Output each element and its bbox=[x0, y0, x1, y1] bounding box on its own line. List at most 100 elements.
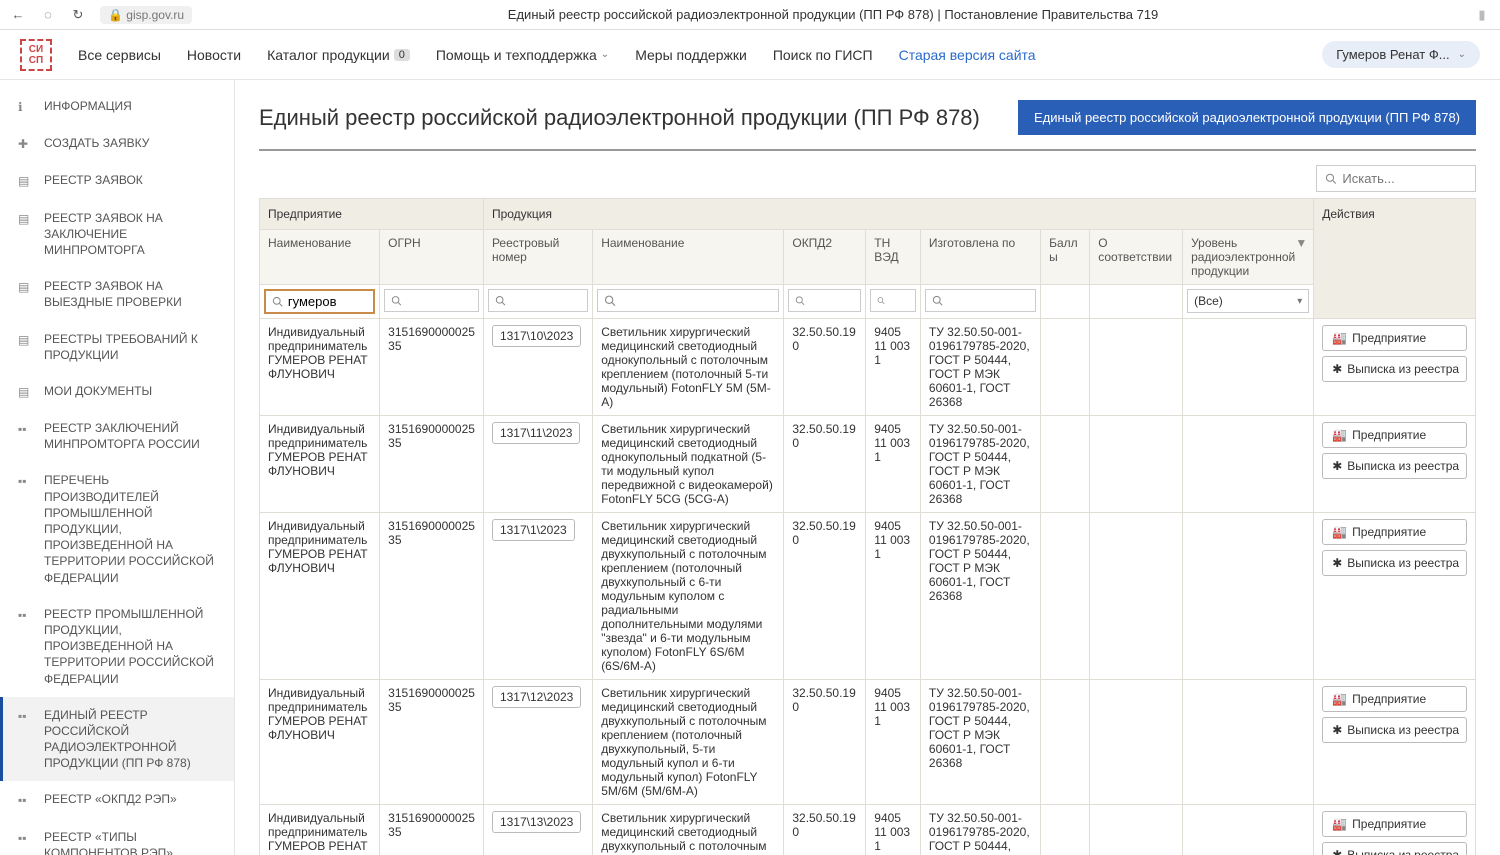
nav-old-version[interactable]: Старая версия сайта bbox=[899, 47, 1036, 63]
nav-help[interactable]: Помощь и техподдержка ⌄ bbox=[436, 47, 609, 63]
sidebar-item-2[interactable]: ▤РЕЕСТР ЗАЯВОК bbox=[0, 162, 234, 199]
sidebar-item-1[interactable]: ✚ СОЗДАТЬ ЗАЯВКУ bbox=[0, 125, 234, 162]
reg-badge[interactable]: 1317\13\2023 bbox=[492, 811, 581, 833]
cell-soot bbox=[1090, 805, 1183, 855]
cell-soot bbox=[1090, 680, 1183, 805]
col-regnum[interactable]: Реестровый номер bbox=[483, 230, 592, 285]
building-icon: 🏭 bbox=[1332, 331, 1347, 345]
nav-support[interactable]: Меры поддержки bbox=[635, 47, 747, 63]
extract-button[interactable]: ✱Выписка из реестра bbox=[1322, 356, 1467, 382]
global-search[interactable] bbox=[1316, 165, 1476, 192]
cell-tnved: 9405 11 003 1 bbox=[866, 416, 921, 513]
back-icon[interactable]: ← bbox=[10, 7, 26, 23]
reg-badge[interactable]: 1317\12\2023 bbox=[492, 686, 581, 708]
filter-tnved[interactable] bbox=[870, 289, 916, 312]
filter-ogrn[interactable] bbox=[384, 289, 479, 312]
extract-button[interactable]: ✱Выписка из реестра bbox=[1322, 717, 1467, 743]
sidebar: ℹИНФОРМАЦИЯ✚СОЗДАТЬ ЗАЯВКУ▤РЕЕСТР ЗАЯВОК… bbox=[0, 80, 235, 855]
sidebar-item-4[interactable]: ▤РЕЕСТР ЗАЯВОК НА ВЫЕЗДНЫЕ ПРОВЕРКИ bbox=[0, 268, 234, 320]
nav-catalog[interactable]: Каталог продукции 0 bbox=[267, 47, 410, 63]
filter-okpd[interactable] bbox=[788, 289, 861, 312]
enterprise-button[interactable]: 🏭Предприятие bbox=[1322, 811, 1467, 837]
table-row: Индивидуальный предприниматель ГУМЕРОВ Р… bbox=[260, 513, 1476, 680]
global-search-input[interactable] bbox=[1342, 171, 1467, 186]
sidebar-item-label: СОЗДАТЬ ЗАЯВКУ bbox=[44, 135, 149, 151]
reg-badge[interactable]: 1317\11\2023 bbox=[492, 422, 581, 444]
cell-ogrn: 315169000002535 bbox=[380, 319, 484, 416]
filter-prodname[interactable] bbox=[597, 289, 779, 312]
filter-prodname-input[interactable] bbox=[621, 293, 772, 308]
reg-badge[interactable]: 1317\1\2023 bbox=[492, 519, 575, 541]
enterprise-button[interactable]: 🏭Предприятие bbox=[1322, 519, 1467, 545]
sidebar-item-label: ПЕРЕЧЕНЬ ПРОИЗВОДИТЕЛЕЙ ПРОМЫШЛЕННОЙ ПРО… bbox=[44, 472, 216, 585]
sidebar-item-5[interactable]: ▤РЕЕСТРЫ ТРЕБОВАНИЙ К ПРОДУКЦИИ bbox=[0, 321, 234, 373]
sidebar-item-3[interactable]: ▤ РЕЕСТР ЗАЯВОК НА ЗАКЛЮЧЕНИЕ МИНПРОМТОРГ… bbox=[0, 200, 234, 269]
cell-actions: 🏭Предприятие ✱Выписка из реестра bbox=[1314, 319, 1476, 416]
enterprise-button[interactable]: 🏭Предприятие bbox=[1322, 686, 1467, 712]
cell-izg: ТУ 32.50.50-001-0196179785-2020, ГОСТ Р … bbox=[920, 680, 1040, 805]
logo[interactable]: СИСП bbox=[20, 39, 52, 71]
col-name[interactable]: Наименование bbox=[260, 230, 380, 285]
extract-button[interactable]: ✱Выписка из реестра bbox=[1322, 550, 1467, 576]
sidebar-icon: ▤ bbox=[18, 211, 32, 227]
chevron-down-icon: ▾ bbox=[1297, 296, 1302, 307]
sidebar-item-11[interactable]: ▪▪РЕЕСТР «ОКПД2 РЭП» bbox=[0, 781, 234, 818]
extract-button[interactable]: ✱Выписка из реестра bbox=[1322, 453, 1467, 479]
sidebar-item-label: РЕЕСТР ЗАЯВОК НА ЗАКЛЮЧЕНИЕ МИНПРОМТОРГА bbox=[44, 210, 216, 259]
col-soot[interactable]: О соответствии bbox=[1090, 230, 1183, 285]
col-bally[interactable]: Баллы bbox=[1041, 230, 1090, 285]
sidebar-icon: ✚ bbox=[18, 136, 32, 152]
sidebar-item-10[interactable]: ▪▪ЕДИНЫЙ РЕЕСТР РОССИЙСКОЙ РАДИОЭЛЕКТРОН… bbox=[0, 697, 234, 782]
url-box[interactable]: 🔒 gisp.gov.ru bbox=[100, 6, 192, 24]
sidebar-item-6[interactable]: ▤МОИ ДОКУМЕНТЫ bbox=[0, 373, 234, 410]
filter-okpd-input[interactable] bbox=[810, 293, 854, 308]
filter-name[interactable] bbox=[264, 289, 375, 314]
extract-label: Выписка из реестра bbox=[1347, 362, 1459, 376]
cell-okpd: 32.50.50.190 bbox=[784, 319, 866, 416]
extract-button[interactable]: ✱Выписка из реестра bbox=[1322, 842, 1467, 855]
group-enterprise: Предприятие bbox=[260, 199, 484, 230]
sidebar-item-label: РЕЕСТР ЗАЯВОК bbox=[44, 172, 143, 188]
nav-search-gisp[interactable]: Поиск по ГИСП bbox=[773, 47, 873, 63]
filter-icon[interactable]: ▼ bbox=[1295, 236, 1307, 250]
reg-badge[interactable]: 1317\10\2023 bbox=[492, 325, 581, 347]
sidebar-item-8[interactable]: ▪▪ПЕРЕЧЕНЬ ПРОИЗВОДИТЕЛЕЙ ПРОМЫШЛЕННОЙ П… bbox=[0, 462, 234, 595]
filter-name-input[interactable] bbox=[288, 294, 367, 309]
filter-tnved-input[interactable] bbox=[890, 293, 909, 308]
bookmark-icon[interactable]: ▮ bbox=[1474, 7, 1490, 23]
cell-okpd: 32.50.50.190 bbox=[784, 416, 866, 513]
user-menu[interactable]: Гумеров Ренат Ф... ⌄ bbox=[1322, 41, 1480, 68]
cell-actions: 🏭Предприятие ✱Выписка из реестра bbox=[1314, 805, 1476, 855]
sidebar-item-0[interactable]: ℹИНФОРМАЦИЯ bbox=[0, 88, 234, 125]
enterprise-button[interactable]: 🏭Предприятие bbox=[1322, 422, 1467, 448]
cell-izg: ТУ 32.50.50-001-0196179785-2020, ГОСТ Р … bbox=[920, 805, 1040, 855]
col-prodname[interactable]: Наименование bbox=[593, 230, 784, 285]
filter-ogrn-input[interactable] bbox=[407, 293, 472, 308]
enterprise-label: Предприятие bbox=[1352, 428, 1426, 442]
registry-button[interactable]: Единый реестр российской радиоэлектронно… bbox=[1018, 100, 1476, 135]
cell-prodname: Светильник хирургический медицинский све… bbox=[593, 416, 784, 513]
cell-bally bbox=[1041, 416, 1090, 513]
filter-level-select[interactable]: (Все)▾ bbox=[1187, 289, 1309, 313]
sidebar-item-12[interactable]: ▪▪РЕЕСТР «ТИПЫ КОМПОНЕНТОВ РЭП» bbox=[0, 819, 234, 855]
filter-regnum-input[interactable] bbox=[511, 293, 582, 308]
table-row: Индивидуальный предприниматель ГУМЕРОВ Р… bbox=[260, 680, 1476, 805]
filter-izg-input[interactable] bbox=[948, 293, 1029, 308]
col-ogrn[interactable]: ОГРН bbox=[380, 230, 484, 285]
enterprise-button[interactable]: 🏭Предприятие bbox=[1322, 325, 1467, 351]
filter-regnum[interactable] bbox=[488, 289, 588, 312]
filter-izg[interactable] bbox=[925, 289, 1036, 312]
nav-all-services[interactable]: Все сервисы bbox=[78, 47, 161, 63]
col-tnved[interactable]: ТН ВЭД bbox=[866, 230, 921, 285]
reload-icon[interactable]: ↻ bbox=[70, 7, 86, 23]
main-content: Единый реестр российской радиоэлектронно… bbox=[235, 80, 1500, 855]
cell-okpd: 32.50.50.190 bbox=[784, 805, 866, 855]
sidebar-item-7[interactable]: ▪▪РЕЕСТР ЗАКЛЮЧЕНИЙ МИНПРОМТОРГА РОССИИ bbox=[0, 410, 234, 462]
col-level[interactable]: Уровень радиоэлектронной продукции▼ bbox=[1183, 230, 1314, 285]
col-izg[interactable]: Изготовлена по bbox=[920, 230, 1040, 285]
cell-soot bbox=[1090, 416, 1183, 513]
col-okpd[interactable]: ОКПД2 bbox=[784, 230, 866, 285]
nav-news[interactable]: Новости bbox=[187, 47, 241, 63]
yandex-icon[interactable]: ◌ bbox=[40, 7, 56, 23]
sidebar-item-9[interactable]: ▪▪РЕЕСТР ПРОМЫШЛЕННОЙ ПРОДУКЦИИ, ПРОИЗВЕ… bbox=[0, 596, 234, 697]
